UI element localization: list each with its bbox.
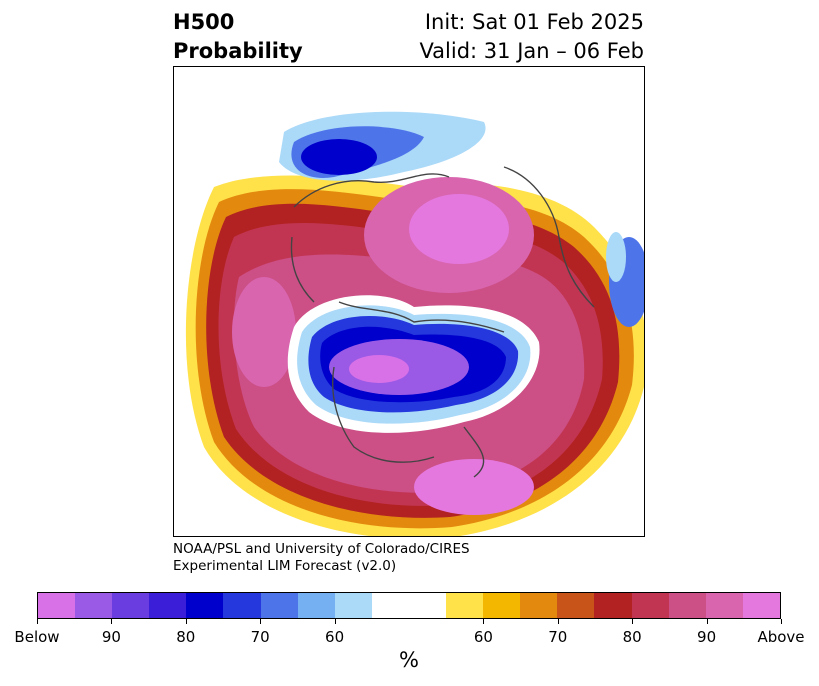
- colorbar-label: 70: [548, 628, 568, 646]
- colorbar-tick: [483, 619, 485, 624]
- credit: NOAA/PSL and University of Colorado/CIRE…: [173, 541, 470, 575]
- title-right: Init: Sat 01 Feb 2025 Valid: 31 Jan – 06…: [419, 8, 644, 66]
- colorbar-label: 90: [101, 628, 121, 646]
- colorbar-segment: [112, 593, 150, 618]
- colorbar-label: Above: [757, 628, 805, 646]
- colorbar-segment: [38, 593, 76, 618]
- coastlines: [290, 166, 595, 478]
- colorbar-segment: [371, 593, 447, 618]
- product-label: Probability: [173, 39, 303, 63]
- colorbar-label: 60: [473, 628, 493, 646]
- colorbar-tick: [781, 619, 782, 624]
- colorbar-segment: [223, 593, 261, 618]
- colorbar-tick: [111, 619, 113, 624]
- map-svg: [185, 111, 644, 536]
- colorbar-segment: [75, 593, 113, 618]
- init-date: Init: Sat 01 Feb 2025: [424, 10, 644, 34]
- valid-range: Valid: 31 Jan – 06 Feb: [419, 39, 644, 63]
- colorbar-label: 80: [176, 628, 196, 646]
- colorbar-segment: [334, 593, 372, 618]
- credit-line-2: Experimental LIM Forecast (v2.0): [173, 558, 397, 574]
- colorbar-segment: [520, 593, 558, 618]
- colorbar: [37, 592, 781, 619]
- colorbar-tick: [37, 619, 38, 624]
- colorbar-tick: [260, 619, 262, 624]
- colorbar-tick: [706, 619, 708, 624]
- colorbar-segment: [483, 593, 521, 618]
- credit-line-1: NOAA/PSL and University of Colorado/CIRE…: [173, 541, 470, 557]
- pacific-high-core: [232, 277, 296, 387]
- colorbar-segment: [297, 593, 335, 618]
- colorbar-tick: [185, 619, 187, 624]
- arctic-high-peak: [409, 194, 509, 264]
- colorbar-unit: %: [399, 648, 419, 672]
- colorbar-label: 90: [697, 628, 717, 646]
- colorbar-segment: [186, 593, 224, 618]
- na-trough-peak: [349, 355, 409, 383]
- asia-trough-light: [606, 232, 626, 282]
- title-left: H500 Probability: [173, 8, 303, 66]
- colorbar-segment: [668, 593, 706, 618]
- colorbar-segment: [557, 593, 595, 618]
- colorbar-segment: [742, 593, 780, 618]
- colorbar-label: 80: [622, 628, 642, 646]
- colorbar-tick: [557, 619, 559, 624]
- colorbar-segment: [260, 593, 298, 618]
- colorbar-label: 60: [325, 628, 345, 646]
- colorbar-segment: [446, 593, 484, 618]
- colorbar-segment: [631, 593, 669, 618]
- colorbar-segment: [705, 593, 743, 618]
- polar-map: [173, 66, 645, 537]
- colorbar-tick: [632, 619, 634, 624]
- colorbar-segment: [594, 593, 632, 618]
- colorbar-label: Below: [14, 628, 60, 646]
- colorbar-segment: [149, 593, 187, 618]
- atlantic-high-core: [414, 459, 534, 515]
- field-label: H500: [173, 10, 235, 34]
- colorbar-label: 70: [250, 628, 270, 646]
- colorbar-tick: [334, 619, 336, 624]
- euro-trough-core: [301, 139, 377, 175]
